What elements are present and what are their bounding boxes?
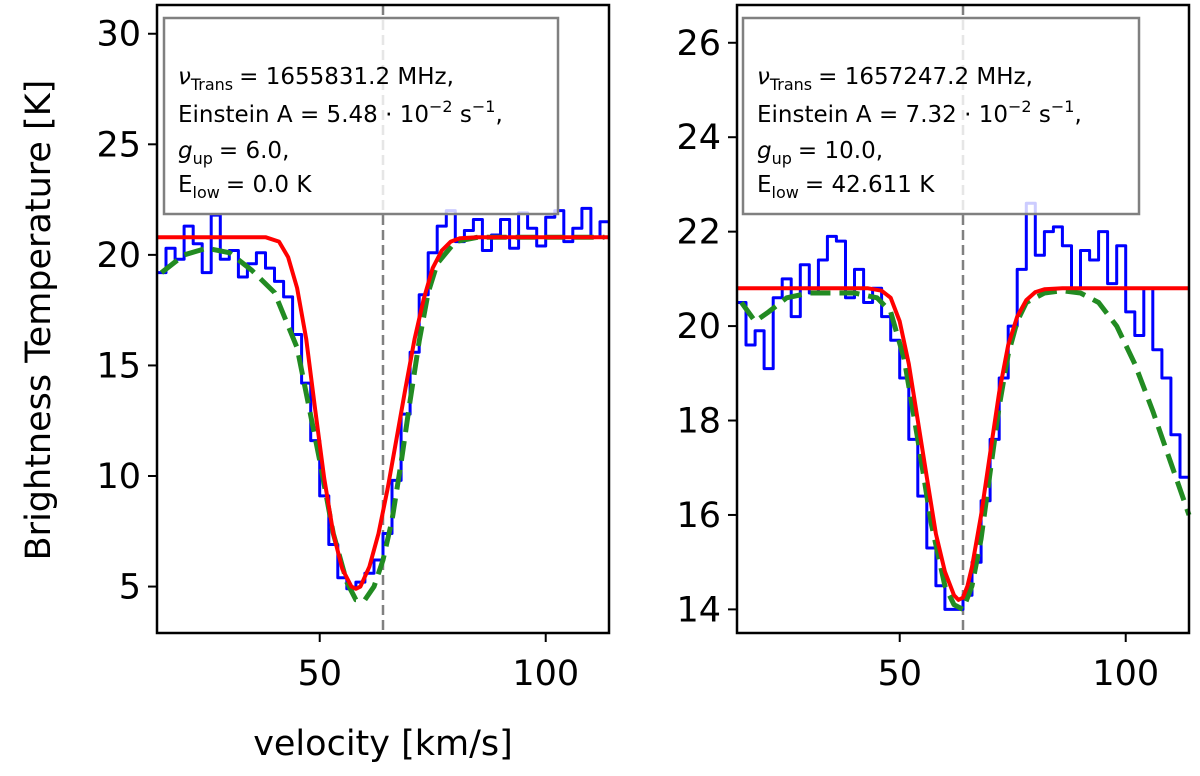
left-series-observed [157, 206, 609, 591]
right-ytick-label: 18 [676, 402, 721, 442]
left-ytick-label: 20 [96, 236, 141, 276]
right-legend-line-gup: gup = 10.0, [757, 138, 883, 168]
right-legend-line-elow: Elow = 42.611 K [757, 172, 935, 202]
right-legend-box: νTrans = 1657247.2 MHz, Einstein A = 7.32… [741, 16, 1141, 216]
left-ytick-label: 15 [96, 346, 141, 386]
right-ytick-label: 24 [676, 118, 721, 158]
right-panel-series [737, 201, 1192, 612]
left-panel-ticks: 5 10 15 20 25 30 50 100 [96, 15, 579, 694]
right-xtick-label: 100 [1092, 654, 1159, 694]
y-axis-title: Brightness Temperature [K] [19, 80, 59, 561]
left-legend-line-elow: Elow = 0.0 K [178, 172, 312, 202]
right-ytick-label: 16 [676, 496, 721, 536]
right-ytick-label: 20 [676, 307, 721, 347]
x-axis-title: velocity [km/s] [253, 724, 513, 764]
left-ytick-label: 10 [96, 457, 141, 497]
left-legend-line-einstein: Einstein A = 5.48 · 10−2 s−1, [178, 97, 503, 128]
right-legend-line-freq: νTrans = 1657247.2 MHz, [757, 64, 1033, 94]
left-panel: 5 10 15 20 25 30 50 100 νTrans = 1655831.2 MHz, … [96, 3, 611, 694]
left-series-alt-fit [159, 234, 605, 603]
left-legend-box: νTrans = 1655831.2 MHz, Einstein A = 5.48… [162, 16, 560, 216]
right-panel: 14 16 18 20 22 24 26 50 100 νTrans = 1657247.2 MH… [676, 3, 1192, 694]
right-series-model-fit [737, 286, 1189, 602]
left-legend-line-gup: gup = 6.0, [178, 138, 289, 168]
left-xtick-label: 50 [297, 654, 342, 694]
left-ytick-label: 30 [96, 15, 141, 55]
right-ytick-label: 22 [676, 213, 721, 253]
left-panel-series [157, 206, 609, 603]
left-legend-line-freq: νTrans = 1655831.2 MHz, [178, 64, 454, 94]
right-ytick-label: 26 [676, 24, 721, 64]
left-plot-frame [155, 3, 611, 635]
right-plot-frame [735, 3, 1191, 635]
left-series-model-fit [157, 235, 609, 591]
right-xtick-label: 50 [877, 654, 922, 694]
left-ytick-label: 25 [96, 125, 141, 165]
right-legend-line-einstein: Einstein A = 7.32 · 10−2 s−1, [757, 97, 1082, 128]
right-ytick-label: 14 [676, 590, 721, 630]
left-ytick-label: 5 [119, 568, 141, 608]
right-panel-ticks: 14 16 18 20 22 24 26 50 100 [676, 24, 1159, 694]
right-series-alt-fit [739, 288, 1192, 612]
left-xtick-label: 100 [512, 654, 579, 694]
